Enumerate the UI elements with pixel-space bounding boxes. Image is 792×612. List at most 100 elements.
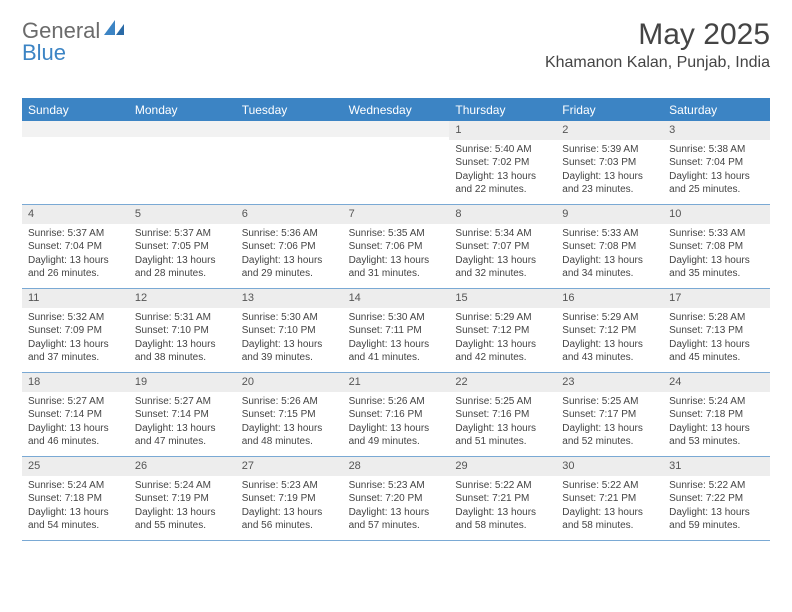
daylight-line: Daylight: 13 hours and 54 minutes. (28, 506, 123, 533)
sunset-line: Sunset: 7:12 PM (562, 324, 657, 338)
sunset-line: Sunset: 7:19 PM (135, 492, 230, 506)
calendar-cell: 11Sunrise: 5:32 AMSunset: 7:09 PMDayligh… (22, 289, 129, 373)
sunrise-line: Sunrise: 5:39 AM (562, 143, 657, 157)
sunset-line: Sunset: 7:16 PM (349, 408, 444, 422)
sunrise-line: Sunrise: 5:24 AM (135, 479, 230, 493)
sunset-line: Sunset: 7:17 PM (562, 408, 657, 422)
day-number: 8 (449, 205, 556, 224)
calendar-cell: 16 Sunrise: 5:29 AMSunset: 7:12 PMDayligh… (556, 289, 663, 373)
daylight-line: Daylight: 13 hours and 49 minutes. (349, 422, 444, 449)
calendar-cell: 20Sunrise: 5:26 AMSunset: 7:15 PMDayligh… (236, 373, 343, 457)
day-number: 16 (556, 289, 663, 308)
day-number: 7 (343, 205, 450, 224)
day-details: Sunrise: 5:35 AMSunset: 7:06 PMDaylight:… (343, 224, 450, 285)
sunrise-line: Sunrise: 5:36 AM (242, 227, 337, 241)
calendar-cell: 5Sunrise: 5:37 AMSunset: 7:05 PMDaylight… (129, 205, 236, 289)
sunrise-line: Sunrise: 5:29 AM (455, 311, 550, 325)
month-title: May 2025 (545, 18, 770, 52)
sunrise-line: Sunrise: 5:23 AM (349, 479, 444, 493)
day-number: 21 (343, 373, 450, 392)
day-number: 17 (663, 289, 770, 308)
sunrise-line: Sunrise: 5:37 AM (135, 227, 230, 241)
sunset-line: Sunset: 7:21 PM (562, 492, 657, 506)
calendar-cell: 31Sunrise: 5:22 AMSunset: 7:22 PMDayligh… (663, 457, 770, 541)
day-number: 27 (236, 457, 343, 476)
sunrise-line: Sunrise: 5:27 AM (28, 395, 123, 409)
daylight-line: Daylight: 13 hours and 58 minutes. (562, 506, 657, 533)
daylight-line: Daylight: 13 hours and 51 minutes. (455, 422, 550, 449)
sunset-line: Sunset: 7:03 PM (562, 156, 657, 170)
calendar-body: 1Sunrise: 5:40 AMSunset: 7:02 PMDaylight… (22, 121, 770, 541)
sunset-line: Sunset: 7:15 PM (242, 408, 337, 422)
day-header: Monday (129, 99, 236, 121)
sunset-line: Sunset: 7:09 PM (28, 324, 123, 338)
sunset-line: Sunset: 7:11 PM (349, 324, 444, 338)
day-details: Sunrise: 5:27 AMSunset: 7:14 PMDaylight:… (129, 392, 236, 453)
daylight-line: Daylight: 13 hours and 47 minutes. (135, 422, 230, 449)
day-details: Sunrise: 5:29 AMSunset: 7:12 PMDaylight:… (449, 308, 556, 369)
sunrise-line: Sunrise: 5:28 AM (669, 311, 764, 325)
day-number: 25 (22, 457, 129, 476)
sunrise-line: Sunrise: 5:35 AM (349, 227, 444, 241)
location-text: Khamanon Kalan, Punjab, India (545, 54, 770, 72)
calendar-cell: 19Sunrise: 5:27 AMSunset: 7:14 PMDayligh… (129, 373, 236, 457)
sunset-line: Sunset: 7:06 PM (349, 240, 444, 254)
day-details: Sunrise: 5:24 AMSunset: 7:18 PMDaylight:… (663, 392, 770, 453)
day-details: Sunrise: 5:38 AMSunset: 7:04 PMDaylight:… (663, 140, 770, 201)
calendar-cell: 12Sunrise: 5:31 AMSunset: 7:10 PMDayligh… (129, 289, 236, 373)
daylight-line: Daylight: 13 hours and 58 minutes. (455, 506, 550, 533)
daylight-line: Daylight: 13 hours and 46 minutes. (28, 422, 123, 449)
calendar-cell: 9Sunrise: 5:33 AMSunset: 7:08 PMDaylight… (556, 205, 663, 289)
header: General May 2025 Khamanon Kalan, Punjab,… (22, 18, 770, 72)
day-number: 28 (343, 457, 450, 476)
day-number: 15 (449, 289, 556, 308)
calendar-cell: 1Sunrise: 5:40 AMSunset: 7:02 PMDaylight… (449, 121, 556, 205)
daylight-line: Daylight: 13 hours and 22 minutes. (455, 170, 550, 197)
day-details: Sunrise: 5:22 AMSunset: 7:22 PMDaylight:… (663, 476, 770, 537)
sunset-line: Sunset: 7:08 PM (669, 240, 764, 254)
calendar-header-row: SundayMondayTuesdayWednesdayThursdayFrid… (22, 99, 770, 121)
calendar-cell: 17Sunrise: 5:28 AMSunset: 7:13 PMDayligh… (663, 289, 770, 373)
sunset-line: Sunset: 7:04 PM (28, 240, 123, 254)
sunrise-line: Sunrise: 5:29 AM (562, 311, 657, 325)
calendar-cell: 29Sunrise: 5:22 AMSunset: 7:21 PMDayligh… (449, 457, 556, 541)
day-details: Sunrise: 5:26 AMSunset: 7:15 PMDaylight:… (236, 392, 343, 453)
day-details: Sunrise: 5:23 AMSunset: 7:19 PMDaylight:… (236, 476, 343, 537)
day-number: 2 (556, 121, 663, 140)
daylight-line: Daylight: 13 hours and 32 minutes. (455, 254, 550, 281)
sunrise-line: Sunrise: 5:26 AM (349, 395, 444, 409)
sunset-line: Sunset: 7:05 PM (135, 240, 230, 254)
day-number: 3 (663, 121, 770, 140)
sunrise-line: Sunrise: 5:27 AM (135, 395, 230, 409)
day-number: 6 (236, 205, 343, 224)
logo-sail-icon (104, 20, 126, 43)
daylight-line: Daylight: 13 hours and 25 minutes. (669, 170, 764, 197)
day-details: Sunrise: 5:37 AMSunset: 7:04 PMDaylight:… (22, 224, 129, 285)
sunrise-line: Sunrise: 5:31 AM (135, 311, 230, 325)
day-number: 31 (663, 457, 770, 476)
daylight-line: Daylight: 13 hours and 57 minutes. (349, 506, 444, 533)
sunrise-line: Sunrise: 5:30 AM (349, 311, 444, 325)
calendar-cell: 28Sunrise: 5:23 AMSunset: 7:20 PMDayligh… (343, 457, 450, 541)
calendar-cell-empty (236, 121, 343, 205)
day-details: Sunrise: 5:22 AMSunset: 7:21 PMDaylight:… (449, 476, 556, 537)
sunrise-line: Sunrise: 5:38 AM (669, 143, 764, 157)
day-details: Sunrise: 5:25 AMSunset: 7:16 PMDaylight:… (449, 392, 556, 453)
day-number: 10 (663, 205, 770, 224)
day-details: Sunrise: 5:28 AMSunset: 7:13 PMDaylight:… (663, 308, 770, 369)
calendar-cell: 25Sunrise: 5:24 AMSunset: 7:18 PMDayligh… (22, 457, 129, 541)
sunrise-line: Sunrise: 5:26 AM (242, 395, 337, 409)
day-header: Wednesday (343, 99, 450, 121)
day-details: Sunrise: 5:24 AMSunset: 7:19 PMDaylight:… (129, 476, 236, 537)
sunrise-line: Sunrise: 5:22 AM (669, 479, 764, 493)
day-details: Sunrise: 5:30 AMSunset: 7:10 PMDaylight:… (236, 308, 343, 369)
daylight-line: Daylight: 13 hours and 28 minutes. (135, 254, 230, 281)
calendar-cell: 14Sunrise: 5:30 AMSunset: 7:11 PMDayligh… (343, 289, 450, 373)
daylight-line: Daylight: 13 hours and 34 minutes. (562, 254, 657, 281)
daylight-line: Daylight: 13 hours and 38 minutes. (135, 338, 230, 365)
day-number: 11 (22, 289, 129, 308)
calendar-cell: 3Sunrise: 5:38 AMSunset: 7:04 PMDaylight… (663, 121, 770, 205)
day-details: Sunrise: 5:27 AMSunset: 7:14 PMDaylight:… (22, 392, 129, 453)
daylight-line: Daylight: 13 hours and 43 minutes. (562, 338, 657, 365)
sunrise-line: Sunrise: 5:37 AM (28, 227, 123, 241)
